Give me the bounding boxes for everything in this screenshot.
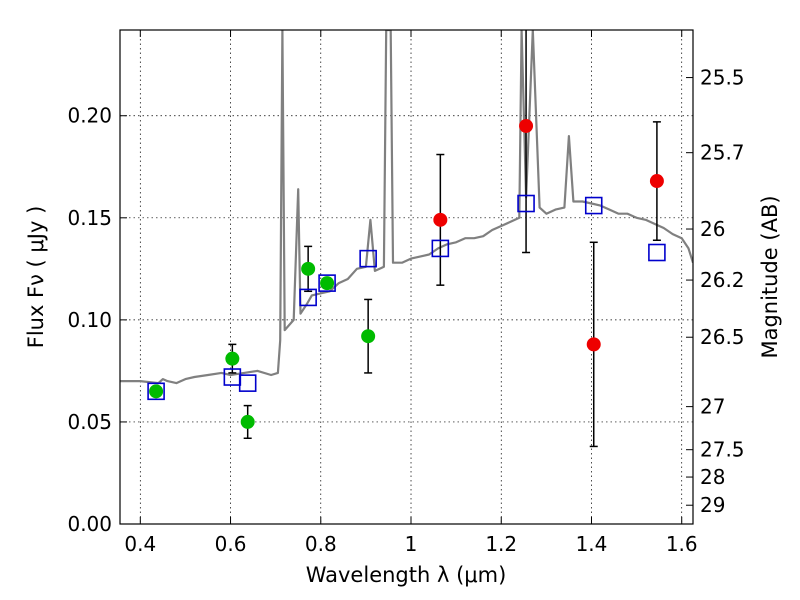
model-square-point bbox=[584, 196, 603, 215]
y-tick-label: 0.10 bbox=[67, 308, 112, 332]
observed-circle-point bbox=[301, 261, 316, 276]
observed-circle-point bbox=[320, 276, 335, 291]
square-layer bbox=[147, 194, 666, 401]
y2-tick-label: 29 bbox=[700, 493, 725, 517]
y-tick-label: 0.15 bbox=[67, 206, 112, 230]
model-square-point bbox=[359, 249, 377, 268]
model-square-point bbox=[648, 243, 666, 262]
x-tick-label: 1 bbox=[405, 532, 418, 556]
y2-tick-label: 26.5 bbox=[700, 325, 745, 349]
circle-layer bbox=[149, 118, 664, 429]
observed-circle-point bbox=[240, 414, 255, 429]
model-square-point bbox=[517, 194, 535, 213]
y-tick-label: 0.20 bbox=[67, 104, 112, 128]
observed-circle-point bbox=[225, 351, 240, 366]
observed-circle-point bbox=[519, 118, 534, 133]
grid bbox=[120, 30, 693, 525]
plot-frame bbox=[119, 29, 694, 525]
model-square-point bbox=[299, 288, 317, 307]
y2-tick-label: 25.7 bbox=[700, 141, 745, 165]
plot-area bbox=[120, 30, 693, 448]
y-axis-label: Flux Fν ( μJy ) bbox=[24, 206, 48, 349]
x-tick-label: 0.6 bbox=[215, 532, 247, 556]
y2-tick-label: 25.5 bbox=[700, 66, 745, 90]
axis-ticks: 0.4 0.6 0.8 1 1.2 1.4 1.6 0.00 0.05 0.10 0.15 0.20 2… bbox=[67, 30, 745, 556]
observed-circle-point bbox=[149, 384, 164, 399]
spectrum-line bbox=[120, 30, 693, 385]
y2-tick-label: 26 bbox=[700, 217, 725, 241]
y-tick-label: 0.05 bbox=[67, 410, 112, 434]
x-tick-label: 0.4 bbox=[124, 532, 156, 556]
model-square-point bbox=[147, 382, 165, 401]
y2-axis-label: Magnitude (AB) bbox=[758, 195, 782, 358]
y-tick-label: 0.00 bbox=[67, 512, 112, 536]
y2-tick-label: 27.5 bbox=[700, 438, 745, 462]
x-tick-label: 1.6 bbox=[666, 532, 698, 556]
y2-tick-label: 26.2 bbox=[700, 268, 745, 292]
model-square-point bbox=[318, 274, 336, 292]
observed-circle-point bbox=[586, 337, 601, 352]
y2-tick-label: 28 bbox=[700, 465, 725, 489]
observed-circle-point bbox=[649, 174, 664, 189]
x-axis-label: Wavelength λ (μm) bbox=[306, 563, 507, 587]
y2-tick-label: 27 bbox=[700, 395, 725, 419]
model-square-point bbox=[431, 239, 450, 258]
observed-circle-point bbox=[433, 212, 448, 227]
spectrum-layer bbox=[120, 30, 693, 385]
x-tick-label: 0.8 bbox=[305, 532, 337, 556]
observed-circle-point bbox=[361, 329, 376, 344]
x-tick-label: 1.4 bbox=[576, 532, 608, 556]
model-square-point bbox=[238, 374, 257, 392]
x-tick-label: 1.2 bbox=[485, 532, 517, 556]
